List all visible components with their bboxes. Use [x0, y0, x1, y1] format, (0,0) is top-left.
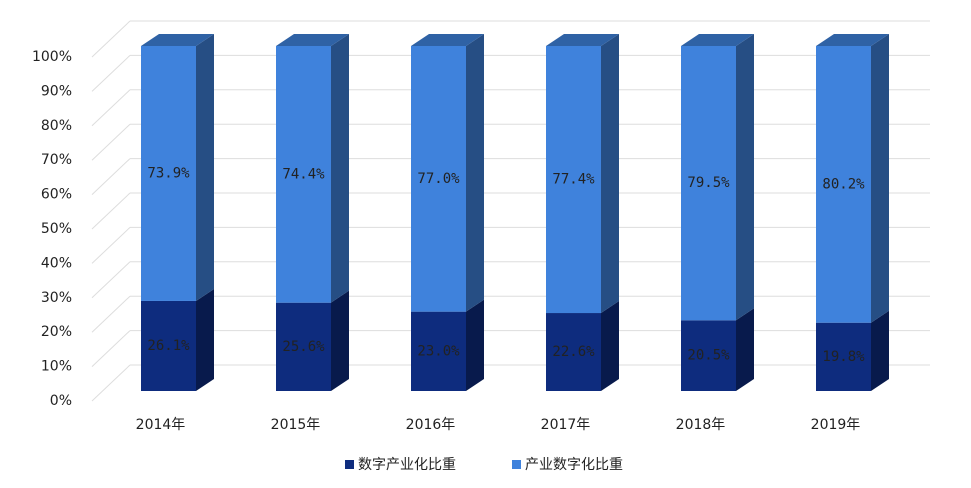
value-label: 23.0% — [417, 343, 460, 359]
bar-front — [681, 46, 736, 321]
grid-line-diagonal — [91, 261, 131, 299]
y-tick-label: 100% — [32, 49, 72, 65]
y-tick-label: 40% — [41, 255, 72, 271]
bar-side — [871, 310, 889, 391]
bar-top — [546, 34, 619, 46]
bar-side — [736, 34, 754, 321]
bar-front — [141, 46, 196, 301]
x-tick-label: 2014年 — [136, 417, 186, 433]
value-label: 19.8% — [822, 349, 865, 365]
y-tick-label: 90% — [41, 83, 72, 99]
x-tick-label: 2018年 — [676, 417, 726, 433]
bar-side — [466, 299, 484, 391]
bar-front — [546, 313, 601, 391]
bar-side — [331, 290, 349, 391]
value-label: 73.9% — [147, 165, 190, 181]
bar-side — [871, 34, 889, 323]
grid-line-diagonal — [91, 227, 131, 264]
value-label: 22.6% — [552, 344, 595, 360]
grid-line-diagonal — [91, 20, 131, 58]
y-tick-label: 10% — [41, 359, 72, 375]
bar-side — [601, 301, 619, 391]
bar-side — [466, 34, 484, 312]
legend-swatch — [512, 460, 521, 469]
value-label: 26.1% — [147, 338, 190, 354]
grid-line-diagonal — [91, 158, 131, 195]
x-tick-label: 2017年 — [541, 417, 591, 433]
bar-front — [816, 322, 871, 391]
legend-label: 数字产业化比重 — [358, 457, 456, 473]
bar-front — [681, 320, 736, 391]
bar-side — [331, 34, 349, 303]
y-tick-label: 60% — [41, 187, 72, 203]
y-tick-label: 30% — [41, 290, 72, 306]
bar-side — [736, 308, 754, 391]
value-label: 77.0% — [417, 171, 460, 187]
x-tick-label: 2019年 — [811, 417, 861, 433]
bar-front — [816, 46, 871, 323]
value-label: 79.5% — [687, 175, 730, 191]
bar-top — [681, 34, 754, 46]
y-tick-label: 20% — [41, 324, 72, 340]
bar-front — [411, 46, 466, 312]
value-label: 74.4% — [282, 166, 325, 182]
value-label: 20.5% — [687, 348, 730, 364]
bar-side — [196, 288, 214, 391]
value-label: 25.6% — [282, 339, 325, 355]
grid-line-diagonal — [91, 295, 131, 333]
legend-swatch — [345, 460, 354, 469]
grid-line-diagonal — [91, 89, 131, 127]
legend-label: 产业数字化比重 — [525, 457, 623, 473]
grid-line-diagonal — [91, 55, 131, 92]
value-label: 77.4% — [552, 172, 595, 188]
y-tick-label: 50% — [41, 221, 72, 237]
bar-side — [196, 34, 214, 301]
bar-front — [276, 302, 331, 391]
grid-line-diagonal — [91, 364, 131, 402]
bar-front — [411, 311, 466, 391]
x-tick-label: 2016年 — [406, 417, 456, 433]
grid-line-diagonal — [91, 123, 131, 161]
bar-front — [141, 300, 196, 391]
y-tick-label: 80% — [41, 118, 72, 134]
bar-front — [276, 46, 331, 303]
bar-top — [816, 34, 889, 46]
bar-top — [411, 34, 484, 46]
bar-top — [141, 34, 214, 46]
value-label: 80.2% — [822, 176, 865, 192]
x-tick-label: 2015年 — [271, 417, 321, 433]
grid-line-diagonal — [91, 192, 131, 230]
y-tick-label: 70% — [41, 152, 72, 168]
grid-line-diagonal — [91, 330, 131, 367]
bar-top — [276, 34, 349, 46]
bar-front — [546, 46, 601, 314]
y-tick-label: 0% — [50, 393, 72, 409]
bar-side — [601, 34, 619, 314]
